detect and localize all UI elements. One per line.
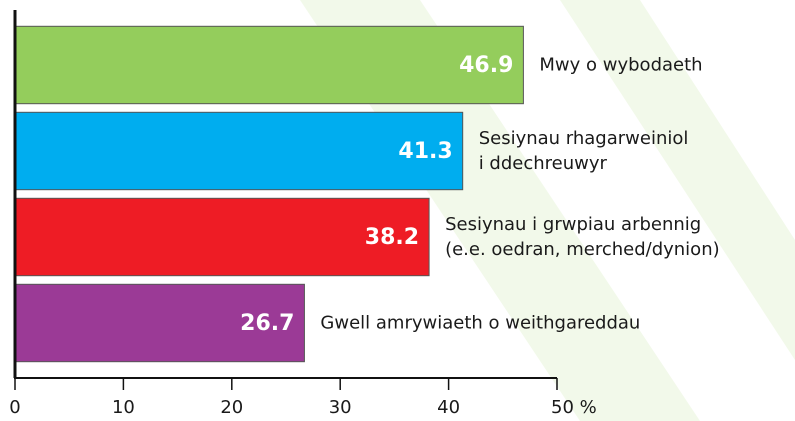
data-label: 41.3: [398, 139, 452, 164]
data-label: 46.9: [459, 53, 513, 78]
bar: [14, 197, 430, 277]
bar: [14, 111, 464, 191]
background-stripe: [560, 0, 795, 360]
x-tick-label: 30: [329, 397, 352, 418]
category-label: Mwy o wybodaeth: [539, 54, 703, 76]
x-tick-label: 0: [9, 397, 20, 418]
x-tick-label: 50 %: [551, 397, 597, 418]
x-tick-label: 10: [112, 397, 135, 418]
data-label: 38.2: [365, 225, 419, 250]
bar: [14, 25, 524, 105]
data-label: 26.7: [240, 311, 294, 336]
background-stripe: [300, 0, 700, 421]
category-label: Sesiynau rhagarweiniol i ddechreuwyr: [478, 128, 689, 174]
category-label: Gwell amrywiaeth o weithgareddau: [320, 312, 641, 334]
x-tick-label: 40: [437, 397, 460, 418]
bar: [14, 283, 305, 363]
x-tick-label: 20: [220, 397, 243, 418]
category-label: Sesiynau i grwpiau arbennig (e.e. oedran…: [445, 214, 720, 260]
